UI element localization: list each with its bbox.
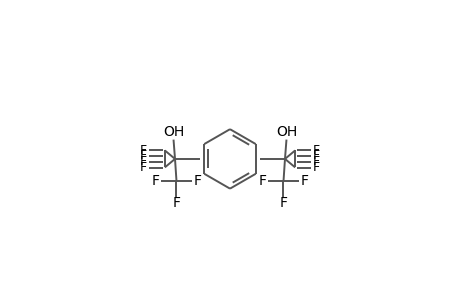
Text: F: F <box>279 196 287 210</box>
Text: OH: OH <box>275 125 297 139</box>
Text: F: F <box>300 174 308 188</box>
Text: F: F <box>140 143 147 157</box>
Text: F: F <box>140 161 147 174</box>
Text: F: F <box>312 143 319 157</box>
Text: F: F <box>193 174 201 188</box>
Text: F: F <box>172 196 180 210</box>
Text: F: F <box>312 149 319 162</box>
Text: F: F <box>140 155 147 168</box>
Text: F: F <box>151 174 159 188</box>
Text: F: F <box>258 174 266 188</box>
Text: F: F <box>312 161 319 174</box>
Text: OH: OH <box>162 125 184 139</box>
Text: F: F <box>312 155 319 168</box>
Text: F: F <box>140 149 147 162</box>
